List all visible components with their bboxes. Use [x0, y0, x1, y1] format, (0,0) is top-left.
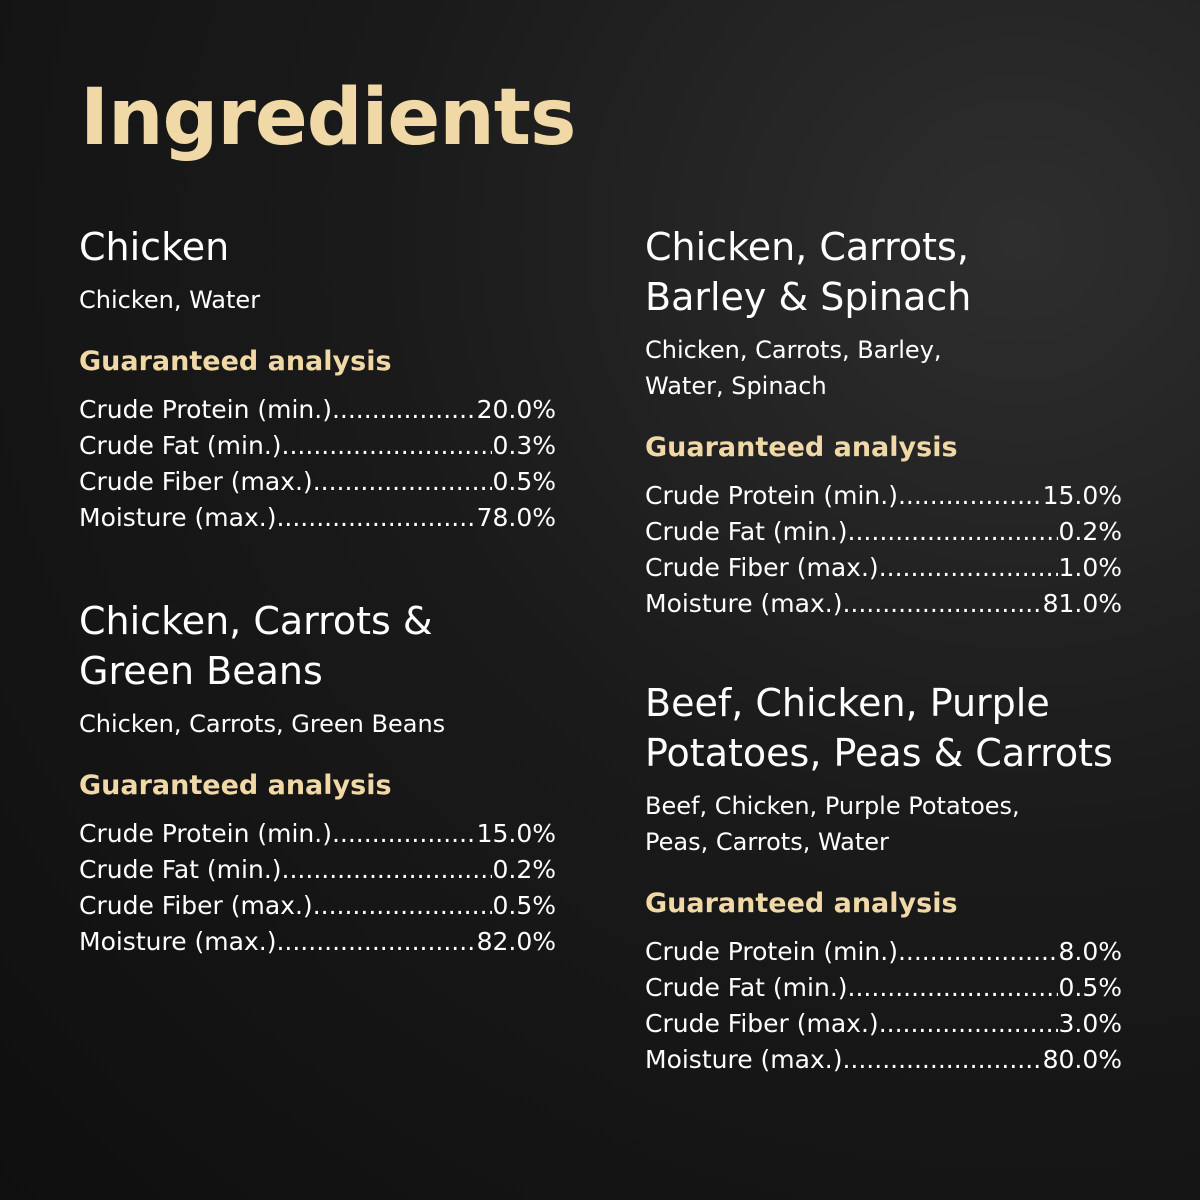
dot-leader	[842, 586, 1042, 622]
dot-leader	[848, 514, 1059, 550]
product-ingredients: Beef, Chicken, Purple Potatoes, Peas, Ca…	[645, 792, 1020, 856]
analysis-row: Moisture (max.) 82.0%	[79, 924, 556, 960]
analysis-row: Crude Protein (min.) 20.0%	[79, 392, 556, 428]
product-chicken: Chicken Chicken, Water Guaranteed analys…	[79, 222, 559, 536]
analysis-label: Moisture (max.)	[645, 1045, 843, 1074]
product-chicken-carrots-green-beans: Chicken, Carrots & Green Beans Chicken, …	[79, 596, 559, 960]
analysis-value: 0.5%	[492, 467, 556, 496]
analysis-value: 81.0%	[1042, 589, 1122, 618]
analysis-list: Crude Protein (min.) 15.0% Crude Fat (min…	[79, 816, 559, 960]
analysis-row: Crude Fiber (max.) 3.0%	[645, 1006, 1122, 1042]
product-ingredients: Chicken, Carrots, Barley, Water, Spinach	[645, 336, 942, 400]
analysis-value: 3.0%	[1058, 1009, 1122, 1038]
analysis-row: Crude Protein (min.) 8.0%	[645, 934, 1122, 970]
analysis-row: Crude Fiber (max.) 1.0%	[645, 550, 1122, 586]
analysis-row: Moisture (max.) 78.0%	[79, 500, 556, 536]
dot-leader	[898, 934, 1059, 970]
analysis-label: Moisture (max.)	[79, 503, 277, 532]
analysis-value: 0.3%	[492, 431, 556, 460]
analysis-row: Moisture (max.) 81.0%	[645, 586, 1122, 622]
product-name: Chicken, Carrots, Barley & Spinach	[645, 225, 972, 319]
analysis-value: 15.0%	[476, 819, 556, 848]
analysis-label: Crude Fat (min.)	[645, 517, 848, 546]
analysis-heading: Guaranteed analysis	[645, 432, 958, 463]
product-ingredients: Chicken, Carrots, Green Beans	[79, 710, 446, 738]
analysis-value: 78.0%	[476, 503, 556, 532]
analysis-value: 8.0%	[1058, 937, 1122, 966]
analysis-value: 80.0%	[1042, 1045, 1122, 1074]
analysis-label: Crude Fiber (max.)	[645, 553, 879, 582]
dot-leader	[282, 852, 493, 888]
analysis-label: Crude Fiber (max.)	[645, 1009, 879, 1038]
analysis-heading: Guaranteed analysis	[79, 770, 392, 801]
analysis-heading: Guaranteed analysis	[79, 346, 392, 377]
dot-leader	[282, 428, 493, 464]
analysis-list: Crude Protein (min.) 15.0% Crude Fat (min…	[645, 478, 1125, 622]
dot-leader	[879, 550, 1059, 586]
dot-leader	[276, 500, 476, 536]
analysis-value: 15.0%	[1042, 481, 1122, 510]
analysis-row: Crude Fat (min.) 0.5%	[645, 970, 1122, 1006]
dot-leader	[898, 478, 1043, 514]
dot-leader	[842, 1042, 1042, 1078]
analysis-row: Crude Fat (min.) 0.2%	[645, 514, 1122, 550]
analysis-value: 0.2%	[492, 855, 556, 884]
analysis-row: Moisture (max.) 80.0%	[645, 1042, 1122, 1078]
analysis-row: Crude Fiber (max.) 0.5%	[79, 888, 556, 924]
analysis-value: 0.2%	[1058, 517, 1122, 546]
analysis-label: Crude Fat (min.)	[79, 855, 282, 884]
dot-leader	[313, 888, 493, 924]
analysis-heading: Guaranteed analysis	[645, 888, 958, 919]
analysis-value: 0.5%	[492, 891, 556, 920]
analysis-label: Crude Protein (min.)	[79, 395, 332, 424]
analysis-label: Moisture (max.)	[645, 589, 843, 618]
product-name: Chicken	[79, 225, 230, 269]
analysis-value: 1.0%	[1058, 553, 1122, 582]
analysis-row: Crude Fat (min.) 0.2%	[79, 852, 556, 888]
page-title: Ingredients	[80, 73, 576, 163]
analysis-label: Crude Fiber (max.)	[79, 891, 313, 920]
dot-leader	[332, 392, 477, 428]
product-beef-chicken-purple-potatoes: Beef, Chicken, Purple Potatoes, Peas & C…	[645, 678, 1125, 1078]
dot-leader	[879, 1006, 1059, 1042]
analysis-label: Moisture (max.)	[79, 927, 277, 956]
analysis-row: Crude Fat (min.) 0.3%	[79, 428, 556, 464]
analysis-value: 20.0%	[476, 395, 556, 424]
product-name: Chicken, Carrots & Green Beans	[79, 599, 433, 693]
analysis-row: Crude Protein (min.) 15.0%	[79, 816, 556, 852]
analysis-label: Crude Fat (min.)	[79, 431, 282, 460]
dot-leader	[848, 970, 1059, 1006]
analysis-label: Crude Protein (min.)	[79, 819, 332, 848]
dot-leader	[313, 464, 493, 500]
dot-leader	[276, 924, 476, 960]
dot-leader	[332, 816, 477, 852]
analysis-label: Crude Fiber (max.)	[79, 467, 313, 496]
analysis-row: Crude Protein (min.) 15.0%	[645, 478, 1122, 514]
analysis-label: Crude Protein (min.)	[645, 481, 898, 510]
analysis-row: Crude Fiber (max.) 0.5%	[79, 464, 556, 500]
analysis-list: Crude Protein (min.) 8.0% Crude Fat (min.…	[645, 934, 1125, 1078]
product-ingredients: Chicken, Water	[79, 286, 261, 314]
product-chicken-carrots-barley-spinach: Chicken, Carrots, Barley & Spinach Chick…	[645, 222, 1125, 622]
analysis-value: 82.0%	[476, 927, 556, 956]
analysis-value: 0.5%	[1058, 973, 1122, 1002]
analysis-list: Crude Protein (min.) 20.0% Crude Fat (min…	[79, 392, 559, 536]
analysis-label: Crude Fat (min.)	[645, 973, 848, 1002]
product-name: Beef, Chicken, Purple Potatoes, Peas & C…	[645, 681, 1113, 775]
analysis-label: Crude Protein (min.)	[645, 937, 898, 966]
